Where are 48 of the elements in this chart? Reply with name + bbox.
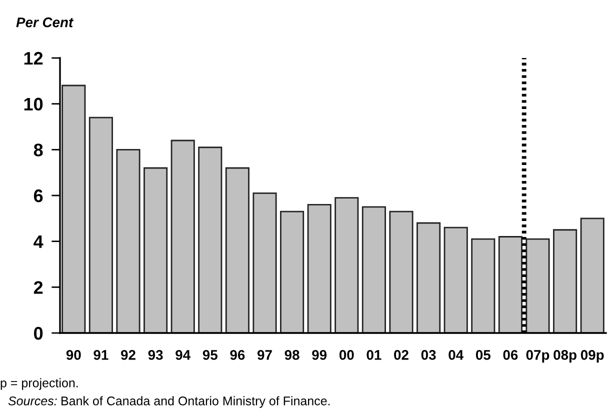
y-tick-label: 6 bbox=[34, 189, 43, 202]
x-tick-label: 02 bbox=[394, 350, 408, 360]
x-tick-label: 05 bbox=[476, 350, 490, 360]
text: p = projection. bbox=[0, 378, 78, 390]
y-tick-label: 4 bbox=[34, 235, 44, 248]
x-tick-label: 91 bbox=[94, 350, 108, 360]
x-tick-label: 07p bbox=[526, 350, 550, 363]
x-tick-label: 97 bbox=[258, 350, 272, 360]
x-tick-label: 04 bbox=[448, 350, 464, 360]
x-tick-label: 00 bbox=[339, 350, 354, 360]
x-tick-label: 08p bbox=[554, 350, 576, 363]
bar bbox=[389, 210, 414, 333]
x-tick-label: 01 bbox=[366, 350, 382, 360]
y-tick-label: 0 bbox=[34, 326, 43, 340]
bar bbox=[144, 167, 168, 333]
bar bbox=[198, 146, 222, 333]
x-tick-label: 94 bbox=[176, 350, 190, 360]
x-tick-label: 06 bbox=[503, 350, 518, 360]
bar bbox=[553, 229, 578, 333]
bar bbox=[444, 226, 468, 333]
x-tick-label: 98 bbox=[284, 350, 300, 360]
bar bbox=[362, 206, 386, 333]
x-tick-label: 90 bbox=[66, 350, 81, 360]
bar bbox=[280, 210, 304, 333]
x-tick-label: 09p bbox=[580, 350, 604, 363]
bar bbox=[88, 116, 113, 333]
y-tick-label: 12 bbox=[24, 52, 43, 65]
bar bbox=[471, 238, 496, 333]
x-tick-label: 99 bbox=[312, 350, 327, 360]
source-note: Sources: Bank of Canada and Ontario Ministry of Finance. bbox=[8, 396, 330, 408]
x-tick-label: 95 bbox=[202, 350, 218, 360]
bar bbox=[416, 222, 441, 333]
x-tick-label: 03 bbox=[421, 350, 436, 360]
y-axis-title: Per Cent bbox=[16, 17, 74, 28]
x-tick-label: 92 bbox=[121, 350, 136, 360]
bar bbox=[170, 140, 195, 333]
bar bbox=[116, 148, 140, 333]
y-tick-label: 8 bbox=[34, 144, 43, 156]
bar bbox=[580, 218, 604, 333]
bar bbox=[307, 204, 332, 333]
y-tick-label: 2 bbox=[34, 281, 43, 294]
bar bbox=[334, 197, 359, 333]
bar bbox=[62, 84, 86, 333]
x-tick-label: 93 bbox=[148, 350, 163, 360]
x-tick-label: 96 bbox=[230, 350, 245, 360]
bar bbox=[252, 192, 277, 333]
y-tick-label: 10 bbox=[24, 98, 43, 111]
bar bbox=[225, 167, 250, 333]
